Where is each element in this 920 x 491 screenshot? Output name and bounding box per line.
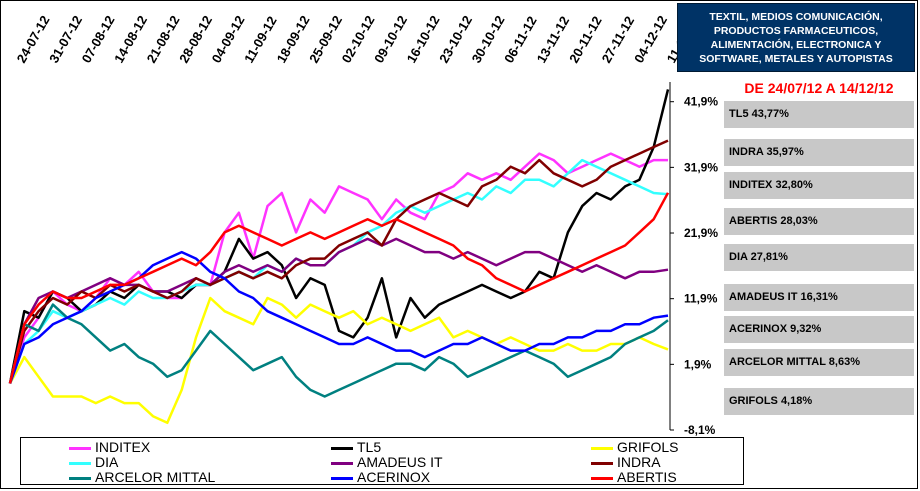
perf-label-inditex: INDITEX 32,80% <box>724 172 914 199</box>
legend-item-tl5: TL5 <box>331 440 381 455</box>
chart-title: TEXTIL, MEDIOS COMUNICACIÓN, PRODUCTOS F… <box>677 3 915 72</box>
legend-label: GRIFOLS <box>617 439 679 455</box>
y-tick-label: 1,9% <box>684 357 712 371</box>
legend-label: ACERINOX <box>357 469 431 485</box>
series-line-grifols <box>8 296 669 425</box>
legend-item-arcelor: ARCELOR MITTAL <box>69 470 215 485</box>
legend-label: DIA <box>95 454 119 470</box>
legend: INDITEX TL5 GRIFOLS DIA AMADEUS IT INDRA… <box>20 437 744 485</box>
legend-item-grifols: GRIFOLS <box>591 440 678 455</box>
perf-label-tl5: TL5 43,77% <box>724 101 914 128</box>
legend-item-dia: DIA <box>69 455 118 470</box>
series-line-tl5 <box>8 89 670 384</box>
y-tick-label: 21,9% <box>684 226 718 240</box>
legend-label: TL5 <box>357 439 382 455</box>
legend-label: INDRA <box>617 454 661 470</box>
perf-label-amadeus: AMADEUS IT 16,31% <box>724 284 914 311</box>
perf-label-abertis: ABERTIS 28,03% <box>724 208 914 235</box>
perf-label-acerinox: ACERINOX 9,32% <box>724 316 914 343</box>
legend-item-abertis: ABERTIS <box>591 470 677 485</box>
series-line-acerinox <box>8 250 669 384</box>
perf-label-dia: DIA 27,81% <box>724 244 914 271</box>
legend-label: AMADEUS IT <box>357 454 443 470</box>
series-line-arcelor-mittal <box>8 303 669 398</box>
series-line-amadeus-it <box>8 237 669 384</box>
legend-item-inditex: INDITEX <box>69 440 150 455</box>
legend-item-amadeus: AMADEUS IT <box>331 455 443 470</box>
perf-label-grifols: GRIFOLS 4,18% <box>724 388 914 415</box>
legend-label: ARCELOR MITTAL <box>95 469 216 485</box>
perf-label-arcelor: ARCELOR MITTAL 8,63% <box>724 349 914 376</box>
y-tick-label: 41,9% <box>684 95 718 109</box>
y-tick-label: 31,9% <box>684 160 718 174</box>
legend-item-indra: INDRA <box>591 455 661 470</box>
legend-label: INDITEX <box>95 439 151 455</box>
legend-item-acerinox: ACERINOX <box>331 470 430 485</box>
y-tick-label: 11,9% <box>684 292 718 306</box>
date-range: DE 24/07/12 A 14/12/12 <box>744 80 894 96</box>
legend-label: ABERTIS <box>617 469 677 485</box>
series-line-indra <box>8 139 669 384</box>
series-line-abertis <box>8 192 670 384</box>
y-tick-label: -8,1% <box>684 423 716 437</box>
perf-label-indra: INDRA 35,97% <box>724 139 914 166</box>
